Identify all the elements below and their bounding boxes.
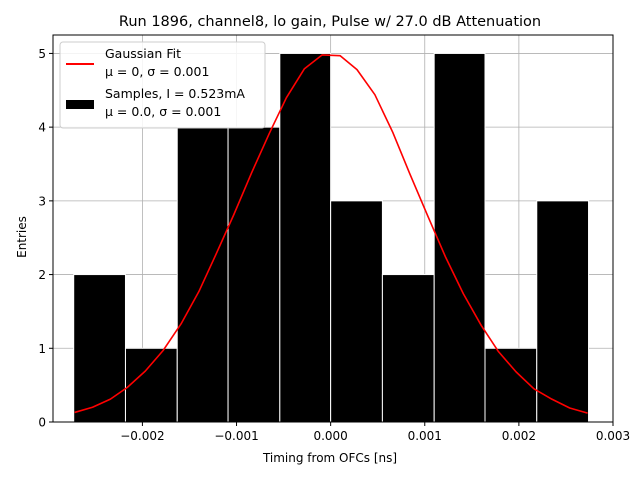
histogram-bar <box>433 52 486 423</box>
y-tick-label: 0 <box>38 416 46 430</box>
axes-frame <box>52 34 614 423</box>
legend: Gaussian Fit μ = 0, σ = 0.001 Samples, I… <box>59 41 266 129</box>
histogram-bar <box>124 347 178 423</box>
histogram-bar <box>279 52 332 423</box>
x-tick-label: 0.003 <box>596 429 630 443</box>
x-tick-label: 0.001 <box>408 429 442 443</box>
legend-samples-swatch <box>66 100 94 109</box>
y-tick-label: 4 <box>38 121 46 135</box>
histogram-bar <box>484 347 538 423</box>
legend-samples-params: μ = 0.0, σ = 0.001 <box>105 104 221 119</box>
y-tick-label: 1 <box>38 342 46 356</box>
gaussian-fit-line <box>74 54 588 414</box>
histogram-bar <box>330 200 383 423</box>
histogram-bar <box>73 274 126 423</box>
fit-curve-layer <box>74 54 588 414</box>
legend-box <box>59 41 266 129</box>
x-tick-label: −0.002 <box>120 429 164 443</box>
x-tick-label: −0.001 <box>214 429 258 443</box>
y-axis-label: Entries <box>15 216 29 258</box>
y-tick-label: 3 <box>38 194 46 208</box>
histogram-bar <box>381 274 435 423</box>
legend-samples-label: Samples, I = 0.523mA <box>105 86 245 101</box>
histogram-bar <box>227 126 281 423</box>
histogram-bar <box>176 126 229 423</box>
histogram-bars <box>73 52 590 423</box>
histogram-bar <box>536 200 590 423</box>
x-axis-ticks: −0.002 −0.001 0.000 0.001 0.002 0.003 <box>120 422 630 443</box>
chart-title: Run 1896, channel8, lo gain, Pulse w/ 27… <box>119 14 541 30</box>
legend-fit-label: Gaussian Fit <box>105 46 181 61</box>
x-tick-label: 0.000 <box>313 429 347 443</box>
y-tick-label: 2 <box>38 268 46 282</box>
legend-fit-params: μ = 0, σ = 0.001 <box>105 64 209 79</box>
x-tick-label: 0.002 <box>502 429 536 443</box>
y-tick-label: 5 <box>38 47 46 61</box>
y-axis-ticks: 0 1 2 3 4 5 <box>38 47 53 430</box>
x-axis-label: Timing from OFCs [ns] <box>262 451 397 465</box>
